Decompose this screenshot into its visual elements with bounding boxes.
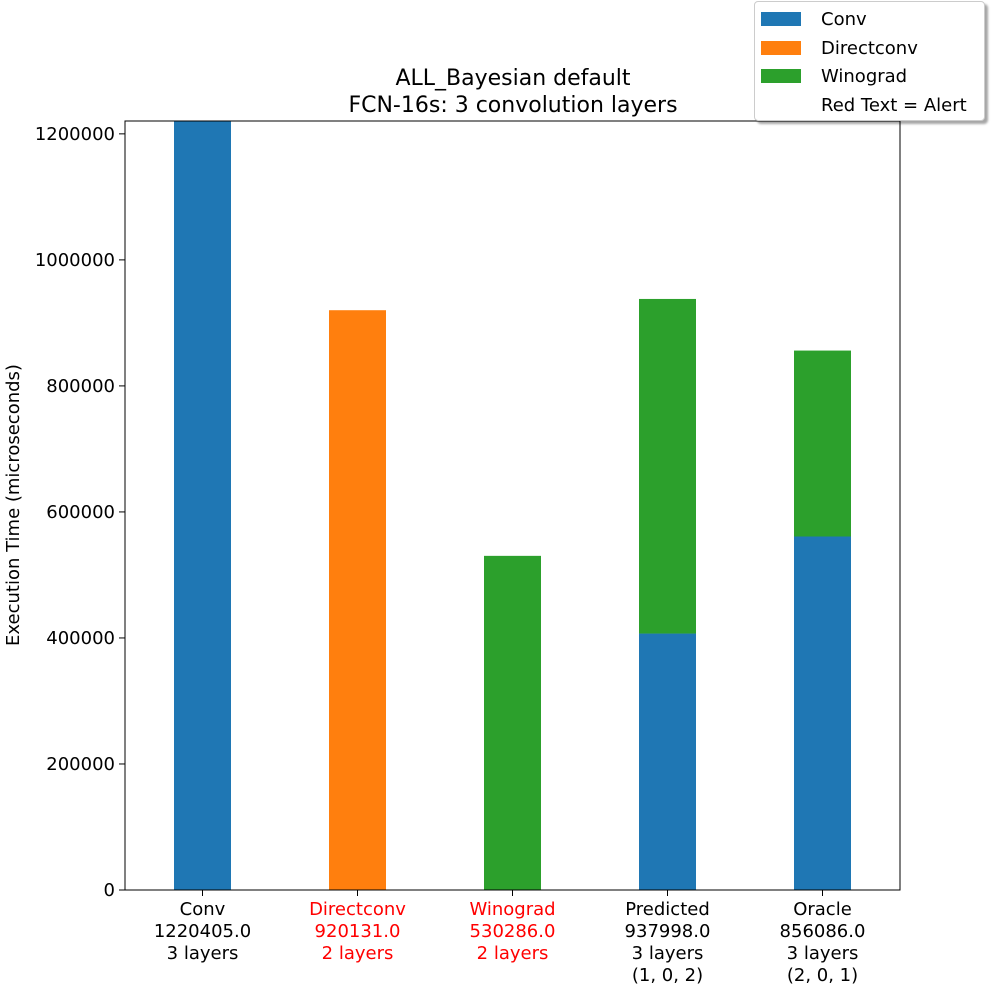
y-tick-label: 0 xyxy=(104,880,115,901)
legend-label-directconv: Directconv xyxy=(821,37,918,59)
bar-predicted-winograd xyxy=(639,298,696,634)
legend-swatch-conv xyxy=(761,12,801,26)
legend-label-winograd: Winograd xyxy=(821,65,908,87)
y-tick-label: 800000 xyxy=(46,376,115,397)
x-tick-label-oracle-line-4: (2, 0, 1) xyxy=(787,965,858,986)
x-tick-label-winograd-line-3: 2 layers xyxy=(477,943,549,964)
bar-oracle-conv xyxy=(794,536,851,890)
y-tick-label: 400000 xyxy=(46,628,115,649)
bars-layer xyxy=(174,121,851,890)
x-tick-label-predicted-line-3: 3 layers xyxy=(632,943,704,964)
y-axis-label: Execution Time (microseconds) xyxy=(3,364,24,646)
y-tick-label: 200000 xyxy=(46,754,115,775)
x-tick-label-directconv-line-2: 920131.0 xyxy=(315,921,401,942)
legend-label-alert-note: Red Text = Alert xyxy=(821,94,967,116)
bar-oracle-winograd xyxy=(794,350,851,537)
legend-item-conv: Conv xyxy=(761,7,867,31)
x-tick-label-winograd-line-1: Winograd xyxy=(469,899,555,920)
legend-swatch-alert-note xyxy=(761,98,801,112)
x-tick-label-conv-line-1: Conv xyxy=(180,899,226,920)
bar-conv-conv xyxy=(174,121,231,890)
x-tick-label-predicted-line-1: Predicted xyxy=(625,899,710,920)
x-tick-label-oracle-line-3: 3 layers xyxy=(787,943,859,964)
x-tick-label-directconv-line-1: Directconv xyxy=(309,899,406,920)
legend-swatch-directconv xyxy=(761,41,801,55)
x-tick-label-conv-line-3: 3 layers xyxy=(167,943,239,964)
x-tick-label-directconv-line-3: 2 layers xyxy=(322,943,394,964)
legend: Conv Directconv Winograd Red Text = Aler… xyxy=(754,1,985,121)
x-tick-label-oracle-line-2: 856086.0 xyxy=(780,921,866,942)
legend-label-conv: Conv xyxy=(821,8,867,30)
y-tick-label: 1200000 xyxy=(35,124,115,145)
bar-predicted-conv xyxy=(639,633,696,890)
legend-swatch-winograd xyxy=(761,69,801,83)
x-tick-label-conv-line-2: 1220405.0 xyxy=(154,921,251,942)
x-tick-label-predicted-line-4: (1, 0, 2) xyxy=(632,965,703,986)
x-tick-label-predicted-line-2: 937998.0 xyxy=(625,921,711,942)
legend-item-winograd: Winograd xyxy=(761,64,907,88)
y-tick-label: 600000 xyxy=(46,502,115,523)
bar-winograd-winograd xyxy=(484,555,541,890)
y-tick-label: 1000000 xyxy=(35,250,115,271)
legend-item-alert-note: Red Text = Alert xyxy=(761,93,967,117)
chart-subtitle: FCN-16s: 3 convolution layers xyxy=(348,93,677,118)
bar-directconv-directconv xyxy=(329,310,386,890)
axes-layer: 0 200000 400000 600000 800000 1000000 1200000 xyxy=(35,120,901,901)
legend-item-directconv: Directconv xyxy=(761,36,918,60)
x-tick-label-oracle-line-1: Oracle xyxy=(793,899,852,920)
chart-title: ALL_Bayesian default xyxy=(395,66,630,91)
x-tick-label-winograd-line-2: 530286.0 xyxy=(470,921,556,942)
